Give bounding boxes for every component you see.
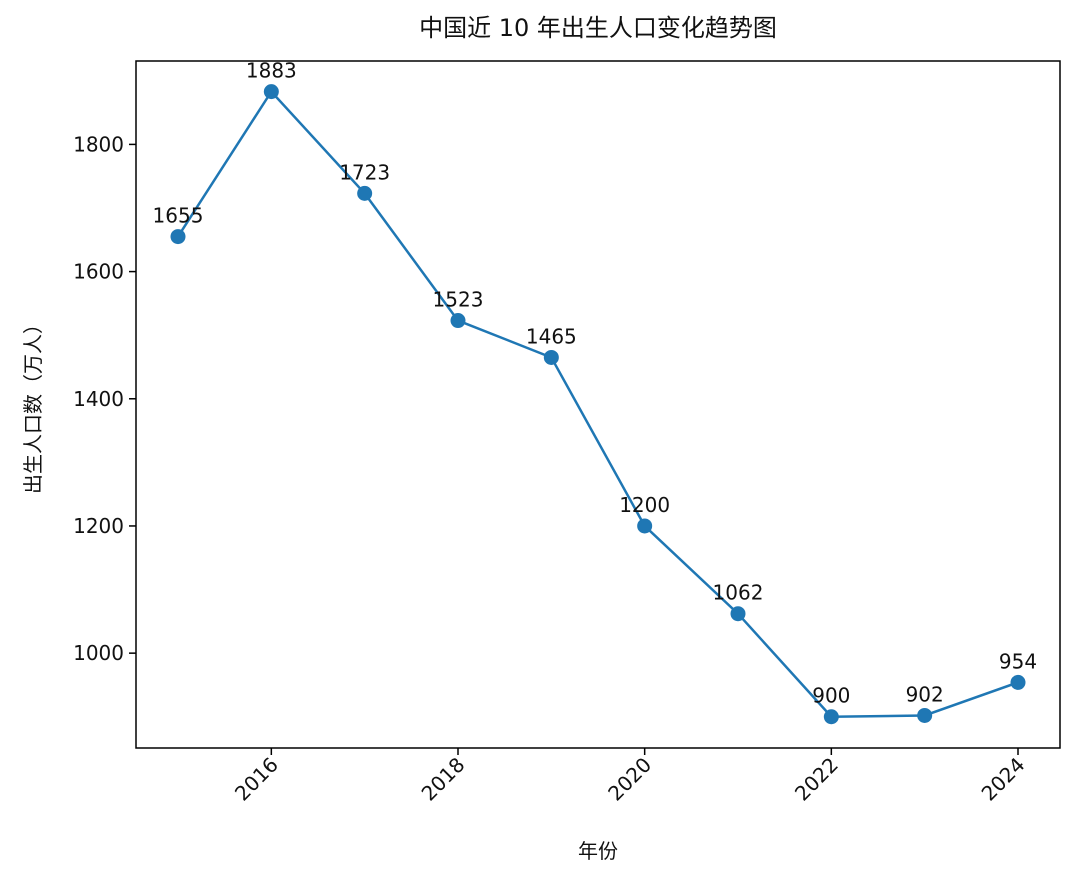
data-label: 954: [999, 649, 1037, 673]
x-axis-label: 年份: [578, 839, 618, 863]
y-tick-label: 1800: [73, 132, 124, 156]
line: [176, 89, 1019, 719]
point: [1010, 674, 1026, 690]
data-label: 1655: [153, 204, 204, 228]
point: [357, 185, 373, 201]
data-label: 902: [906, 682, 944, 706]
x-tick-label: 2020: [603, 753, 656, 806]
y-tick-label: 1000: [73, 641, 124, 665]
point: [637, 518, 653, 534]
y-tick-label: 1200: [73, 514, 124, 538]
data-label: 1200: [619, 493, 670, 517]
point: [170, 229, 186, 245]
data-label: 1883: [246, 59, 297, 83]
chart-title: 中国近 10 年出生人口变化趋势图: [419, 14, 777, 42]
point: [263, 84, 279, 100]
x-tick-label: 2024: [977, 753, 1030, 806]
x-tick-label: 2018: [417, 753, 470, 806]
point: [917, 707, 933, 723]
y-tick-label: 1600: [73, 260, 124, 284]
data-label: 1523: [433, 288, 484, 312]
x-tick-label: 2016: [230, 753, 283, 806]
plot-frame: [135, 60, 1061, 749]
point: [450, 313, 466, 329]
data-label: 1723: [339, 160, 390, 184]
data-label: 900: [812, 684, 850, 708]
data-label: 1465: [526, 324, 577, 348]
y-tick-label: 1400: [73, 387, 124, 411]
point: [730, 606, 746, 622]
point: [543, 349, 559, 365]
data-label: 1062: [713, 581, 764, 605]
y-axis-label: 出生人口数（万人）: [21, 314, 45, 494]
x-tick-label: 2022: [790, 753, 843, 806]
point: [823, 709, 839, 725]
